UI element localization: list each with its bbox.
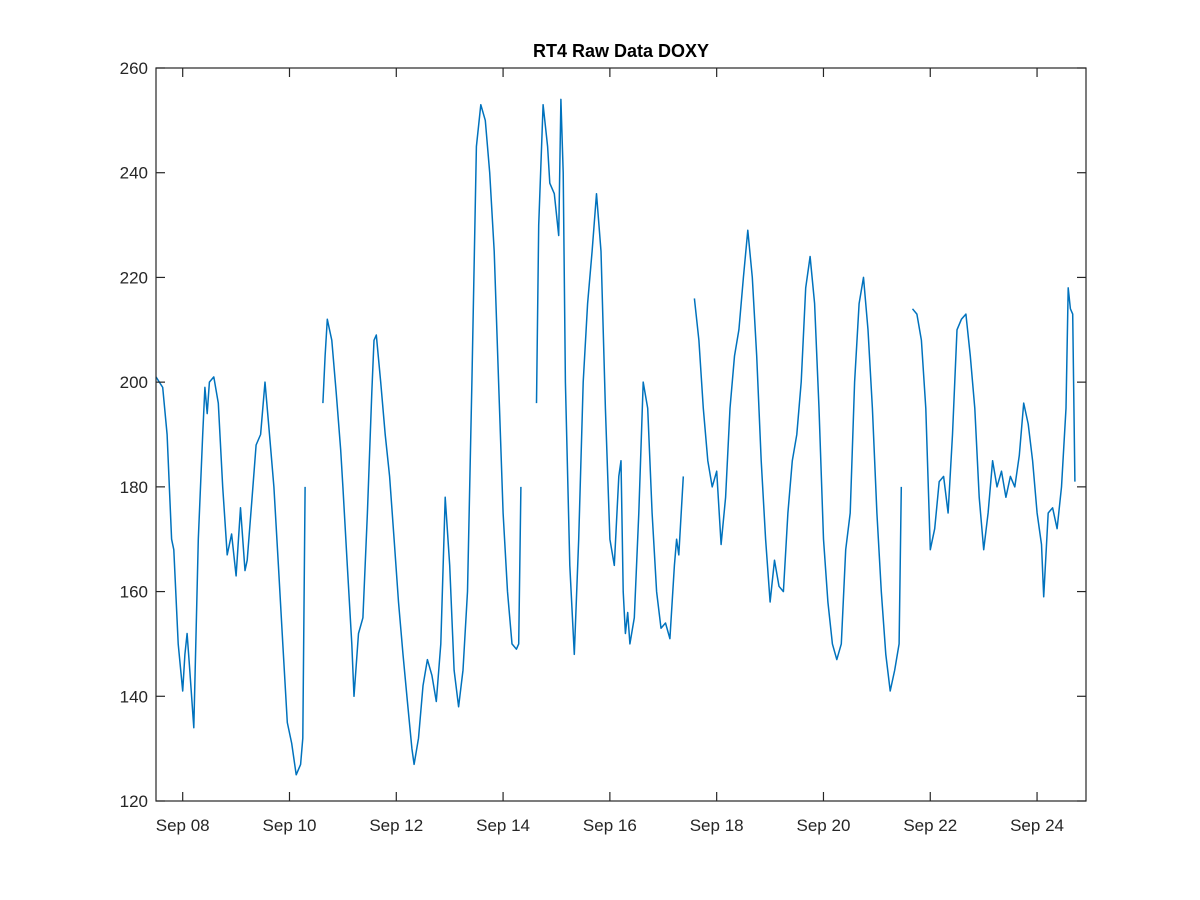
- y-tick-label: 200: [120, 373, 148, 392]
- x-tick-label: Sep 14: [476, 816, 530, 835]
- data-layer: [155, 98, 1076, 776]
- x-tick-label: Sep 16: [583, 816, 637, 835]
- y-tick-label: 180: [120, 478, 148, 497]
- x-tick-label: Sep 12: [369, 816, 423, 835]
- y-tick-label: 220: [120, 268, 148, 287]
- x-tick-label: Sep 24: [1010, 816, 1064, 835]
- y-tick-label: 260: [120, 59, 148, 78]
- x-tick-label: Sep 20: [797, 816, 851, 835]
- chart-title: RT4 Raw Data DOXY: [533, 41, 709, 61]
- y-tick-label: 160: [120, 583, 148, 602]
- x-tick-label: Sep 22: [903, 816, 957, 835]
- axes-background: [156, 68, 1086, 801]
- doxy-series-segment-3: [535, 98, 685, 656]
- axes-box: [155, 67, 1087, 802]
- doxy-series-segment-4: [693, 229, 903, 692]
- y-tick-label: 120: [120, 792, 148, 811]
- doxy-series-segment-2: [322, 103, 522, 766]
- y-tick-label: 240: [120, 164, 148, 183]
- x-tick-label: Sep 18: [690, 816, 744, 835]
- x-tick-label: Sep 08: [156, 816, 210, 835]
- doxy-series-segment-1: [155, 376, 306, 776]
- x-tick-label: Sep 10: [263, 816, 317, 835]
- y-tick-label: 140: [120, 687, 148, 706]
- tick-layer: 120 140 160 180 200 220 240 260 Sep 08 Sep 10 Sep …: [120, 59, 1086, 835]
- doxy-series-segment-5: [911, 287, 1076, 598]
